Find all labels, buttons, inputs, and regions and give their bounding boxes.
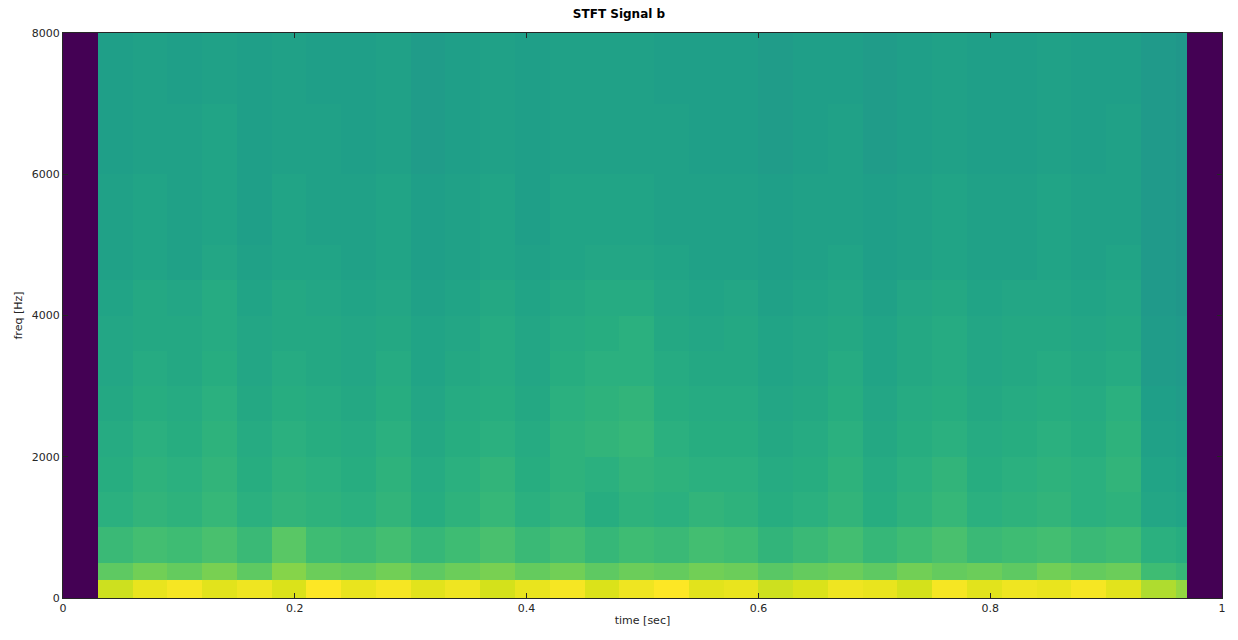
svg-text:2000: 2000 bbox=[32, 451, 60, 464]
svg-text:0.2: 0.2 bbox=[286, 602, 304, 615]
svg-text:8000: 8000 bbox=[32, 27, 60, 40]
svg-text:time [sec]: time [sec] bbox=[615, 614, 670, 627]
svg-text:1: 1 bbox=[1219, 602, 1226, 615]
svg-text:0.4: 0.4 bbox=[518, 602, 536, 615]
svg-text:STFT Signal b: STFT Signal b bbox=[573, 7, 666, 21]
svg-text:0: 0 bbox=[60, 602, 67, 615]
svg-text:freq [Hz]: freq [Hz] bbox=[12, 291, 25, 339]
svg-text:0.6: 0.6 bbox=[750, 602, 768, 615]
svg-text:0.8: 0.8 bbox=[981, 602, 999, 615]
svg-text:6000: 6000 bbox=[32, 168, 60, 181]
svg-text:4000: 4000 bbox=[32, 309, 60, 322]
svg-text:0: 0 bbox=[53, 592, 60, 605]
